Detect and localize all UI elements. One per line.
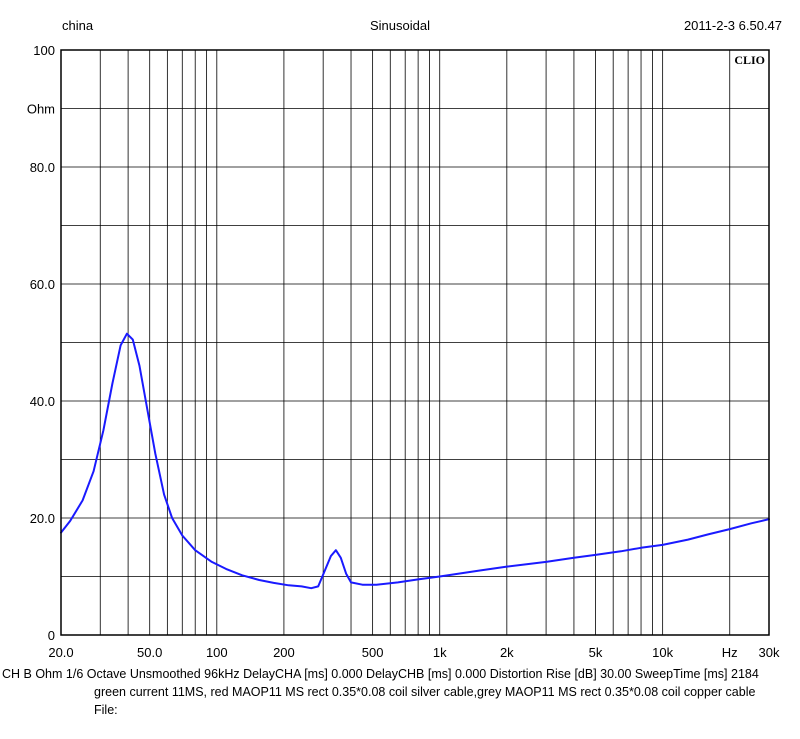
x-tick-label: 10k	[652, 645, 673, 660]
x-tick-label: 500	[362, 645, 384, 660]
y-tick-label: 40.0	[30, 394, 55, 409]
y-tick-label: 80.0	[30, 160, 55, 175]
plot-frame	[60, 49, 770, 636]
x-tick-label: 100	[206, 645, 228, 660]
axis-ticks: 20.0 50.0 100 200 500 1k 2k 5k 10k Hz 30k 0 20.0 40.0…	[27, 43, 780, 660]
footer-settings: CH B Ohm 1/6 Octave Unsmoothed 96kHz Del…	[2, 667, 759, 681]
y-tick-label: 100	[33, 43, 55, 58]
x-tick-label: Hz	[722, 645, 738, 660]
x-tick-label: 1k	[433, 645, 447, 660]
grid	[60, 49, 770, 636]
y-tick-label: 0	[48, 628, 55, 643]
footer-file: File:	[94, 703, 118, 717]
series-layer	[60, 332, 770, 590]
x-tick-label: 5k	[589, 645, 603, 660]
y-unit-label: Ohm	[27, 102, 55, 117]
x-tick-label: 30k	[759, 645, 780, 660]
y-tick-label: 20.0	[30, 511, 55, 526]
x-tick-label: 200	[273, 645, 295, 660]
header-left-label: china	[62, 18, 94, 33]
x-tick-label: 20.0	[48, 645, 73, 660]
footer-legend-note: green current 11MS, red MAOP11 MS rect 0…	[94, 685, 756, 699]
x-tick-label: 50.0	[137, 645, 162, 660]
y-tick-label: 60.0	[30, 277, 55, 292]
x-tick-label: 2k	[500, 645, 514, 660]
clio-logo: CLIO	[734, 53, 765, 67]
header-title: Sinusoidal	[370, 18, 430, 33]
series-line	[60, 332, 770, 590]
impedance-chart: 20.0 50.0 100 200 500 1k 2k 5k 10k Hz 30k 0 20.0 40.0…	[27, 43, 780, 660]
header-timestamp: 2011-2-3 6.50.47	[683, 18, 782, 33]
